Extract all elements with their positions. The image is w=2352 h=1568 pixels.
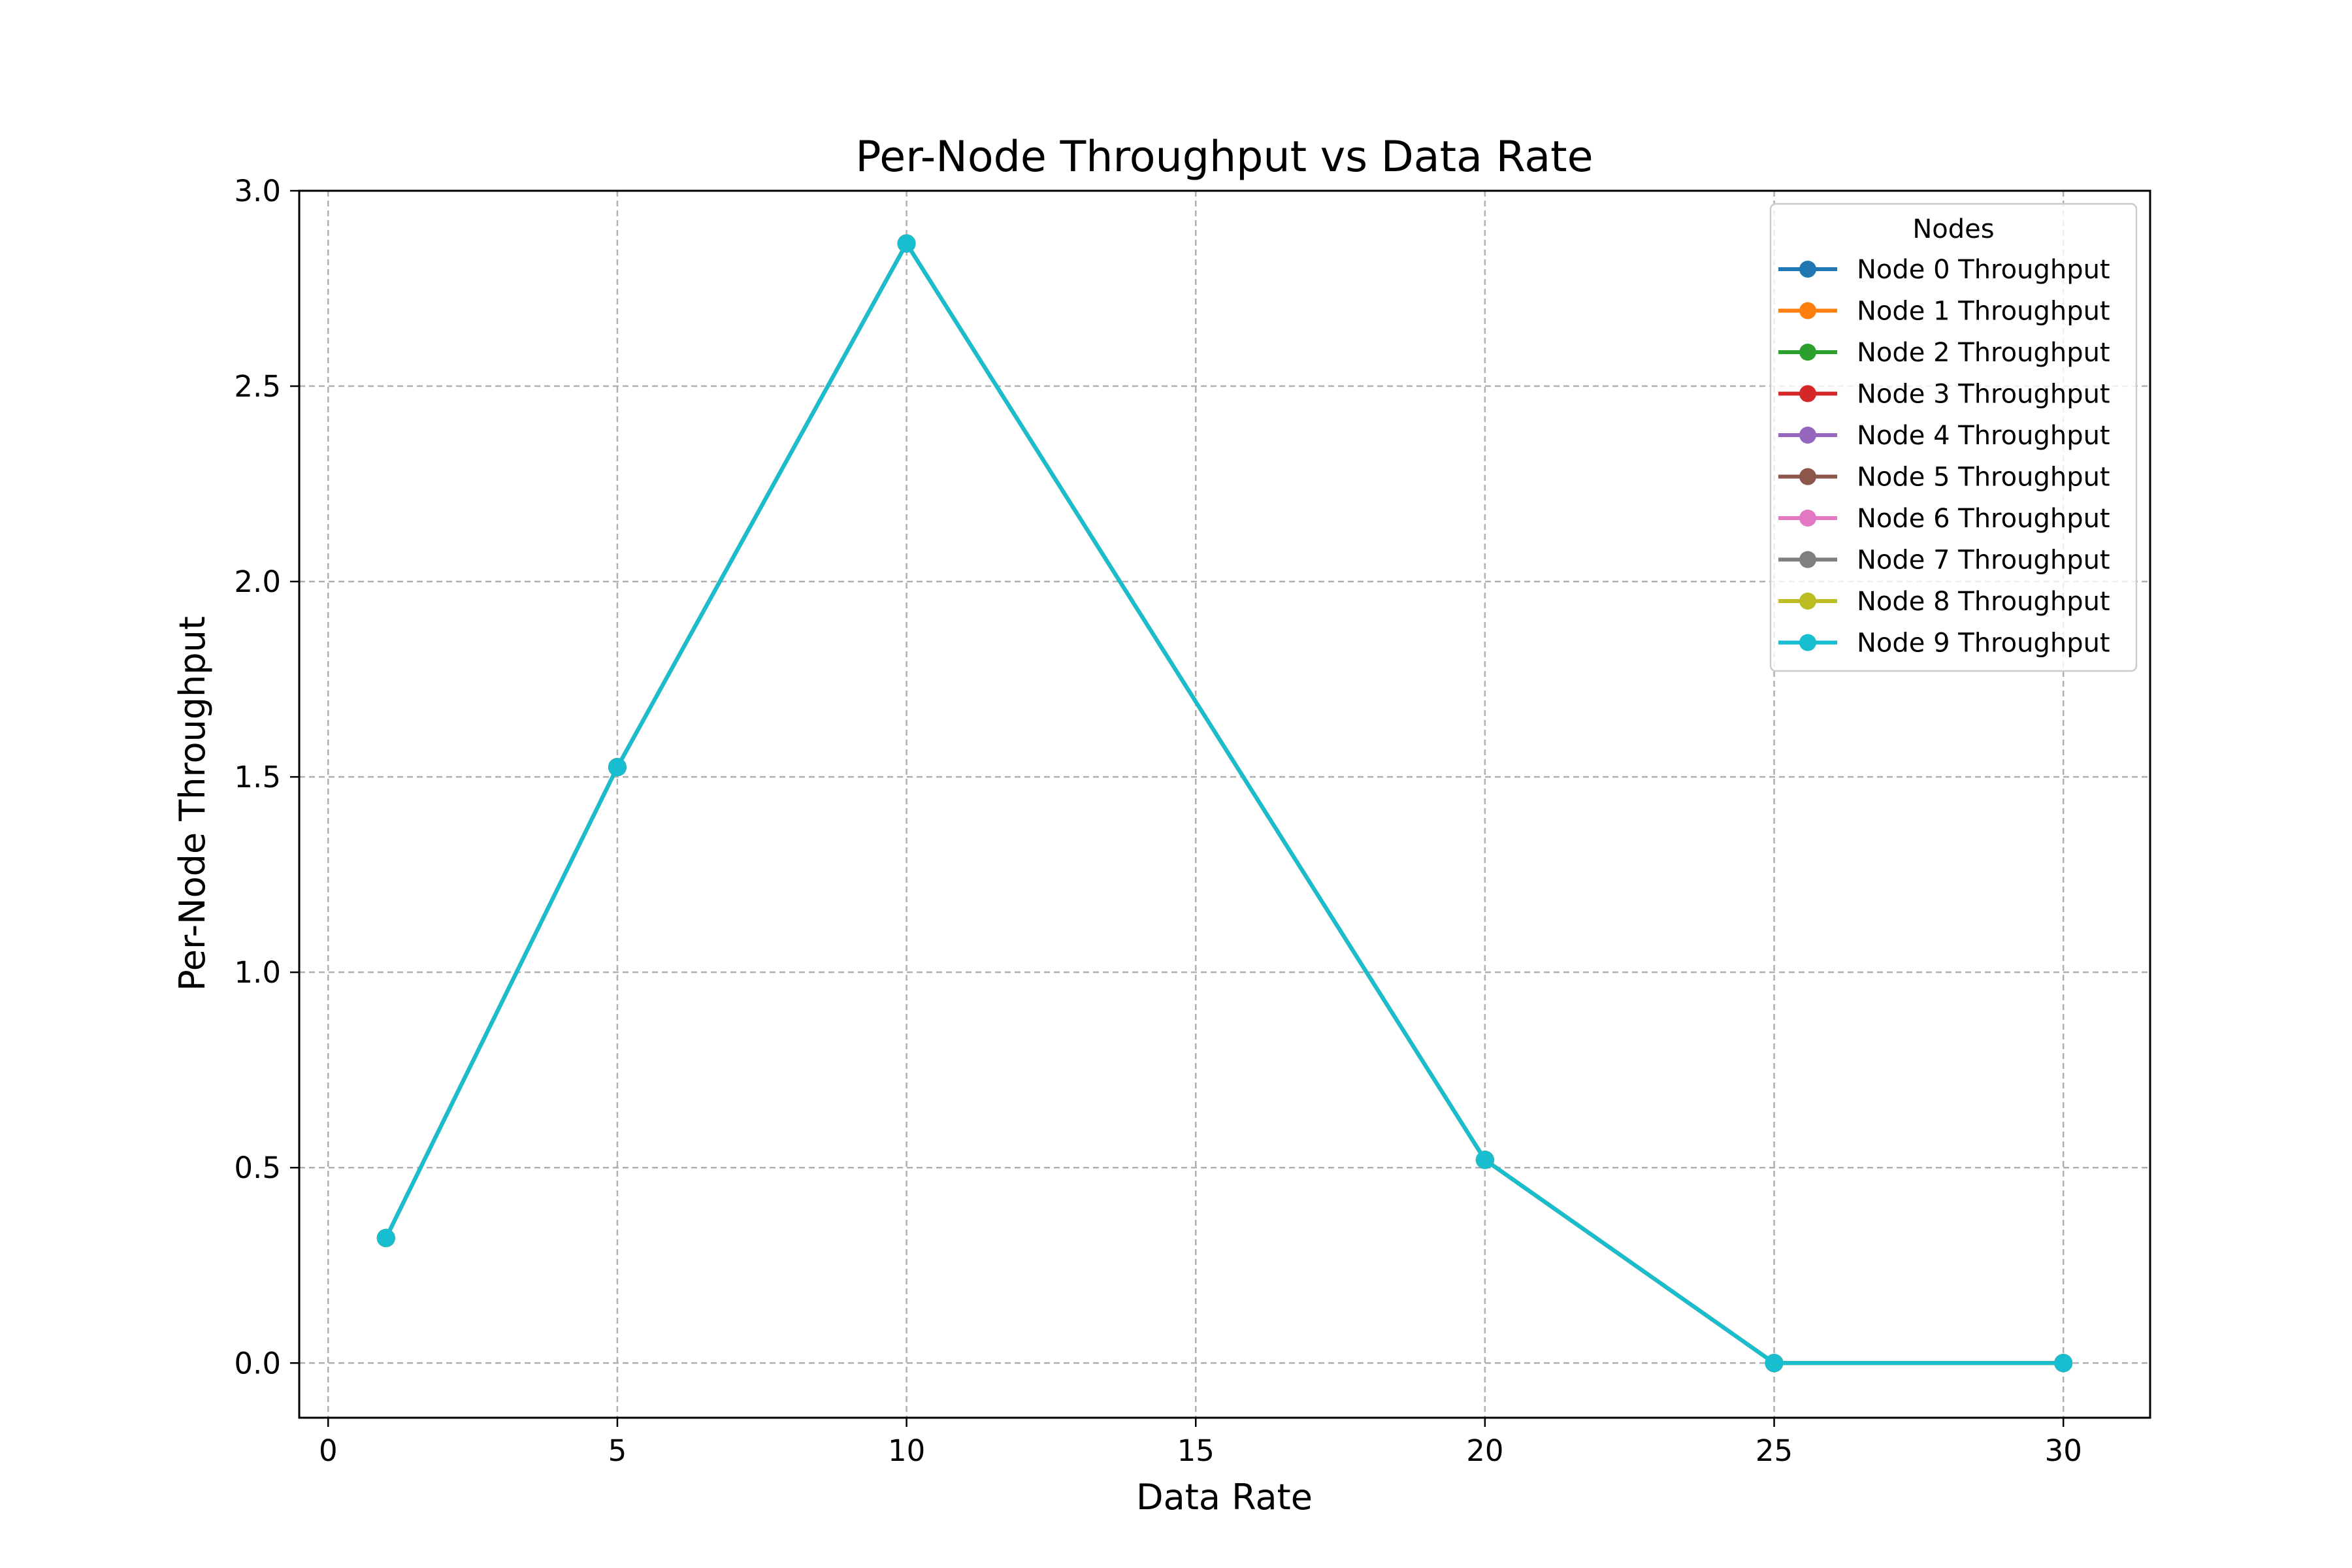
legend-marker-node-0 xyxy=(1799,261,1816,278)
legend-marker-node-4 xyxy=(1799,427,1816,444)
plot-series xyxy=(376,234,2073,1373)
legend-marker-node-9 xyxy=(1799,634,1816,651)
legend-label-node-3: Node 3 Throughput xyxy=(1857,380,2110,410)
legend-entries: Node 0 Throughput Node 1 Throughput Node 2… xyxy=(1778,255,2110,659)
legend-frame xyxy=(1769,203,2138,672)
legend-marker-node-7 xyxy=(1799,551,1816,568)
legend: Nodes Node 0 Throughput Node 1 Throughput… xyxy=(1769,203,2138,672)
legend-label-node-4: Node 4 Throughput xyxy=(1857,421,2110,451)
y-tick-label-0: 0.0 xyxy=(234,1346,281,1380)
legend-label-node-9: Node 9 Throughput xyxy=(1857,629,2110,659)
data-point-node-9-1 xyxy=(608,758,627,777)
legend-label-node-7: Node 7 Throughput xyxy=(1857,546,2110,576)
legend-entry-node-2: Node 2 Throughput xyxy=(1778,338,2110,368)
x-axis-label: Data Rate xyxy=(1136,1477,1313,1518)
legend-entry-node-0: Node 0 Throughput xyxy=(1778,255,2110,285)
y-tick-label-3: 1.5 xyxy=(234,760,281,794)
legend-label-node-2: Node 2 Throughput xyxy=(1857,338,2110,368)
legend-entry-node-3: Node 3 Throughput xyxy=(1778,380,2110,410)
legend-marker-node-8 xyxy=(1799,593,1816,610)
legend-entry-node-5: Node 5 Throughput xyxy=(1778,463,2110,493)
legend-marker-node-5 xyxy=(1799,468,1816,485)
legend-label-node-8: Node 8 Throughput xyxy=(1857,587,2110,617)
plot-frame xyxy=(298,189,2151,1419)
x-tick-label-2: 10 xyxy=(888,1433,925,1468)
legend-marker-node-3 xyxy=(1799,385,1816,402)
y-tick-label-1: 0.5 xyxy=(234,1151,281,1185)
legend-marker-node-1 xyxy=(1799,302,1816,319)
chart-title: Per-Node Throughput vs Data Rate xyxy=(855,133,1593,182)
y-tick-label-5: 2.5 xyxy=(234,369,281,404)
legend-label-node-6: Node 6 Throughput xyxy=(1857,504,2110,534)
y-tick-label-6: 3.0 xyxy=(234,174,281,208)
legend-label-node-1: Node 1 Throughput xyxy=(1857,297,2110,327)
legend-title: Nodes xyxy=(1912,214,1994,244)
legend-entry-node-6: Node 6 Throughput xyxy=(1778,504,2110,534)
y-tick-label-4: 2.0 xyxy=(234,564,281,599)
legend-entry-node-1: Node 1 Throughput xyxy=(1778,297,2110,327)
legend-entry-node-7: Node 7 Throughput xyxy=(1778,546,2110,576)
x-tick-label-5: 25 xyxy=(1756,1433,1793,1468)
legend-entry-node-9: Node 9 Throughput xyxy=(1778,629,2110,659)
data-point-node-9-3 xyxy=(1475,1151,1494,1169)
x-tick-label-1: 5 xyxy=(608,1433,627,1468)
legend-marker-node-2 xyxy=(1799,344,1816,361)
series-line-node-9 xyxy=(384,241,2066,1365)
data-point-node-9-0 xyxy=(376,1228,395,1247)
y-tick-label-2: 1.0 xyxy=(234,955,281,990)
legend-label-node-0: Node 0 Throughput xyxy=(1857,255,2110,285)
legend-entry-node-8: Node 8 Throughput xyxy=(1778,587,2110,617)
x-tick-label-4: 20 xyxy=(1466,1433,1503,1468)
data-point-node-9-5 xyxy=(2054,1354,2073,1373)
data-point-node-9-4 xyxy=(1765,1354,1784,1373)
data-point-node-9-2 xyxy=(897,234,916,253)
legend-label-node-5: Node 5 Throughput xyxy=(1857,463,2110,493)
legend-marker-node-6 xyxy=(1799,510,1816,527)
x-tick-label-3: 15 xyxy=(1177,1433,1215,1468)
x-tick-label-0: 0 xyxy=(319,1433,338,1468)
y-axis-label: Per-Node Throughput xyxy=(172,616,213,991)
axes: 0 5 10 15 20 25 30 0.0 0.5 1.0 1.5 2.0 2.5 3.0 xyxy=(234,174,2151,1468)
legend-entry-node-4: Node 4 Throughput xyxy=(1778,421,2110,451)
x-tick-label-6: 30 xyxy=(2045,1433,2082,1468)
